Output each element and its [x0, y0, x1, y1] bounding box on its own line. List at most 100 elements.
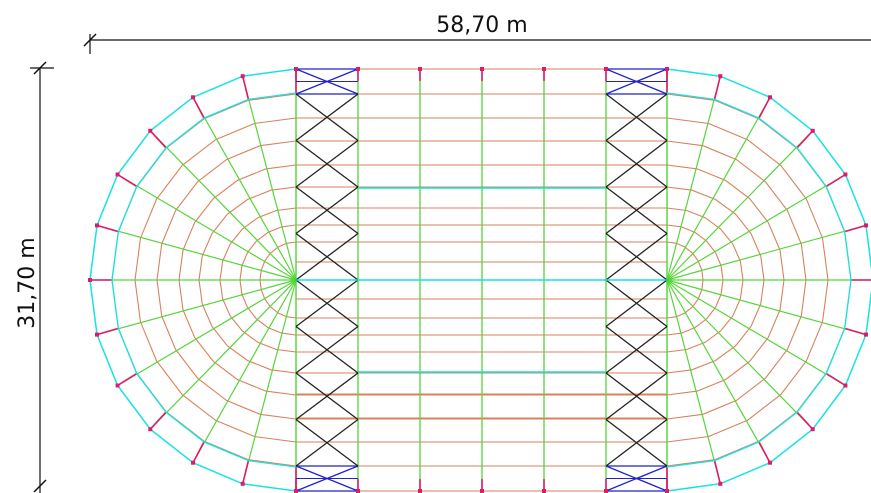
node-marker: [843, 172, 848, 177]
node-marker: [148, 427, 153, 432]
node-marker: [718, 481, 723, 486]
radial-member-left: [117, 279, 297, 387]
radial-tip-right: [758, 441, 771, 464]
radial-member-right: [666, 279, 771, 463]
node-marker: [810, 427, 815, 432]
node-marker: [810, 128, 815, 133]
bracing-members: [295, 68, 668, 492]
node-marker: [148, 128, 153, 133]
width-dimension-label: 31,70 m: [15, 237, 40, 328]
radial-member-left: [192, 279, 297, 463]
radial-tip-left: [192, 96, 205, 119]
dimension-lines: 58,70 m 31,70 m: [15, 13, 871, 493]
bracing-diagonal: [295, 418, 359, 467]
radial-member-left: [192, 97, 297, 281]
node-marker: [542, 489, 546, 493]
bracing-diagonal: [605, 93, 668, 142]
radial-member-right: [666, 224, 867, 281]
node-marker: [843, 383, 848, 388]
bracing-diagonal: [295, 186, 359, 235]
length-dimension-label: 58,70 m: [436, 13, 527, 38]
node-marker: [240, 481, 245, 486]
bracing-diagonal: [295, 325, 359, 374]
radial-member-right: [666, 76, 721, 281]
node-marker: [191, 95, 195, 100]
bracing-diagonal: [605, 232, 668, 281]
radial-tip-left: [96, 224, 119, 233]
node-marker: [356, 489, 360, 493]
radial-member-left: [242, 279, 297, 484]
radial-tip-right: [713, 460, 722, 484]
radial-member-left: [96, 279, 297, 336]
bracing-diagonal: [295, 93, 359, 142]
radial-member-right: [666, 173, 846, 281]
radial-member-right: [666, 97, 771, 281]
radial-member-right: [666, 279, 814, 430]
radial-member-right: [666, 279, 721, 484]
radial-tip-left: [149, 130, 167, 149]
inner-edge-right: [666, 92, 852, 468]
radial-tip-left: [241, 460, 250, 484]
radial-member-left: [117, 173, 297, 281]
radial-member-left: [149, 279, 297, 430]
radial-tip-left: [192, 441, 205, 464]
radial-tip-right: [758, 96, 771, 119]
node-marker: [356, 67, 360, 71]
node-marker: [240, 74, 245, 79]
node-marker: [115, 172, 120, 177]
radial-tip-right: [796, 411, 814, 430]
bracing-diagonal: [605, 325, 668, 374]
node-marker: [864, 223, 868, 228]
node-marker: [864, 332, 868, 337]
node-marker: [768, 460, 772, 465]
node-marker: [418, 67, 422, 71]
radial-tip-left: [117, 372, 138, 387]
radial-tip-right: [796, 130, 814, 149]
radial-member-left: [96, 224, 297, 281]
radial-tip-left: [117, 173, 138, 188]
bracing-diagonal: [295, 139, 359, 188]
node-marker: [718, 74, 723, 79]
node-marker: [95, 332, 99, 337]
bracing-diagonal: [605, 279, 668, 328]
node-marker: [768, 95, 772, 100]
node-marker: [604, 489, 608, 493]
bracing-diagonal: [605, 139, 668, 188]
bracing-diagonal: [295, 279, 359, 328]
bracing-diagonal: [605, 372, 668, 421]
node-marker: [665, 67, 669, 71]
radial-member-right: [666, 279, 846, 387]
node-marker: [115, 383, 120, 388]
radial-member-left: [149, 130, 297, 281]
node-marker: [191, 460, 195, 465]
node-marker: [294, 489, 298, 493]
node-marker: [542, 67, 546, 71]
radial-tip-right: [713, 76, 722, 100]
node-marker: [418, 489, 422, 493]
node-marker: [294, 67, 298, 71]
radial-tip-left: [241, 76, 250, 100]
radial-tip-left: [149, 411, 167, 430]
node-marker: [88, 278, 92, 282]
bracing-diagonal: [295, 232, 359, 281]
node-marker: [480, 67, 484, 71]
bracing-diagonal: [605, 418, 668, 467]
width-dimension-tick-bottom: [33, 479, 47, 493]
bracing-diagonal: [295, 372, 359, 421]
radial-member-right: [666, 130, 814, 281]
node-marker: [95, 223, 99, 228]
node-marker: [665, 489, 669, 493]
radial-tip-left: [96, 327, 119, 336]
radial-tip-right: [825, 173, 846, 188]
node-marker: [604, 67, 608, 71]
bracing-diagonal: [605, 186, 668, 235]
radial-member-left: [242, 76, 297, 281]
radial-tip-right: [844, 327, 867, 336]
radial-member-right: [666, 279, 867, 336]
node-marker: [480, 489, 484, 493]
radial-tip-right: [844, 224, 867, 233]
radial-tip-right: [825, 372, 846, 387]
inner-edge-left: [111, 92, 297, 468]
